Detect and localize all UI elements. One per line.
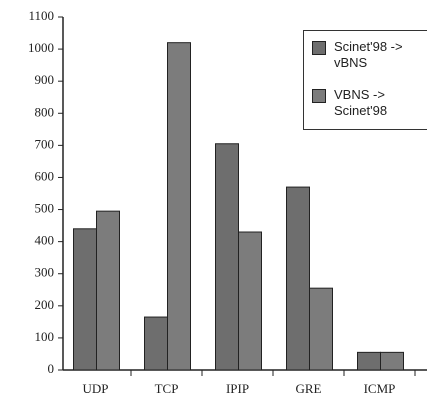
legend-swatch <box>312 89 326 103</box>
bar <box>144 316 168 371</box>
bar <box>215 143 239 371</box>
y-tick-label: 1000 <box>28 40 54 55</box>
x-tick-label: UDP <box>82 381 108 396</box>
y-tick-label: 700 <box>35 136 55 151</box>
bar <box>73 228 97 371</box>
bar <box>357 351 381 371</box>
legend-label: VBNS -> Scinet'98 <box>334 87 388 118</box>
bar <box>380 351 404 371</box>
y-tick-label: 800 <box>35 104 55 119</box>
y-tick-label: 600 <box>35 168 55 183</box>
y-tick-label: 1100 <box>28 8 54 23</box>
x-tick-label: GRE <box>296 381 322 396</box>
y-tick-label: 0 <box>48 361 55 376</box>
y-tick-label: 100 <box>35 329 55 344</box>
y-tick-label: 900 <box>35 72 55 87</box>
legend-swatch <box>312 41 326 55</box>
bar <box>238 231 262 371</box>
bar <box>309 287 333 371</box>
x-tick-label: TCP <box>155 381 179 396</box>
bar <box>286 186 310 371</box>
legend: Scinet'98 -> vBNS VBNS -> Scinet'98 <box>303 30 427 130</box>
y-tick-label: 300 <box>35 265 55 280</box>
x-tick-label: IPIP <box>226 381 249 396</box>
y-tick-label: 200 <box>35 297 55 312</box>
y-tick-label: 400 <box>35 233 55 248</box>
bar <box>167 42 191 371</box>
y-tick-label: 500 <box>35 201 55 216</box>
bar <box>96 210 120 371</box>
x-tick-label: ICMP <box>364 381 396 396</box>
legend-label: Scinet'98 -> vBNS <box>334 39 403 70</box>
